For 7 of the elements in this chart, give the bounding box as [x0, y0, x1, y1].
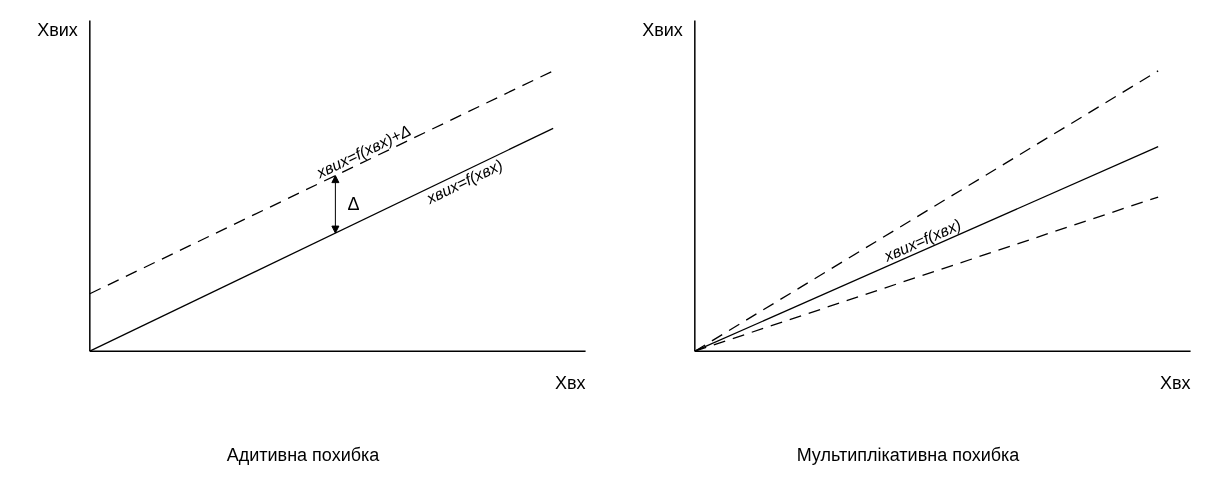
annotation: Δ	[347, 194, 360, 215]
y-axis-title: Хвих	[37, 20, 78, 41]
x-axis-title: Хвх	[555, 373, 586, 394]
text: Адитивна похибка	[226, 445, 381, 465]
y-axis-title: Хвих	[642, 20, 683, 41]
x-axis-title: Хвх	[1160, 373, 1191, 394]
text: Мультиплікативна похибка	[796, 445, 1021, 465]
